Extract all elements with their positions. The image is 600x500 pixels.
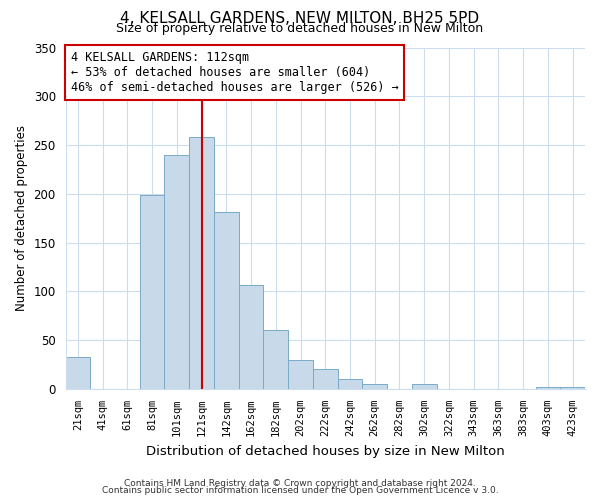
Bar bbox=[164, 155, 189, 389]
Bar bbox=[140, 195, 164, 389]
Bar bbox=[362, 384, 387, 389]
Y-axis label: Number of detached properties: Number of detached properties bbox=[15, 125, 28, 311]
Bar bbox=[313, 370, 338, 389]
Text: 4 KELSALL GARDENS: 112sqm
← 53% of detached houses are smaller (604)
46% of semi: 4 KELSALL GARDENS: 112sqm ← 53% of detac… bbox=[71, 51, 398, 94]
Bar bbox=[288, 360, 313, 389]
Text: 4, KELSALL GARDENS, NEW MILTON, BH25 5PD: 4, KELSALL GARDENS, NEW MILTON, BH25 5PD bbox=[121, 11, 479, 26]
Text: Contains HM Land Registry data © Crown copyright and database right 2024.: Contains HM Land Registry data © Crown c… bbox=[124, 478, 476, 488]
Bar bbox=[412, 384, 437, 389]
X-axis label: Distribution of detached houses by size in New Milton: Distribution of detached houses by size … bbox=[146, 444, 505, 458]
Bar bbox=[189, 138, 214, 389]
Bar bbox=[239, 284, 263, 389]
Bar bbox=[560, 387, 585, 389]
Text: Size of property relative to detached houses in New Milton: Size of property relative to detached ho… bbox=[116, 22, 484, 35]
Text: Contains public sector information licensed under the Open Government Licence v : Contains public sector information licen… bbox=[101, 486, 499, 495]
Bar bbox=[263, 330, 288, 389]
Bar bbox=[214, 212, 239, 389]
Bar bbox=[65, 357, 90, 389]
Bar bbox=[338, 379, 362, 389]
Bar bbox=[536, 387, 560, 389]
